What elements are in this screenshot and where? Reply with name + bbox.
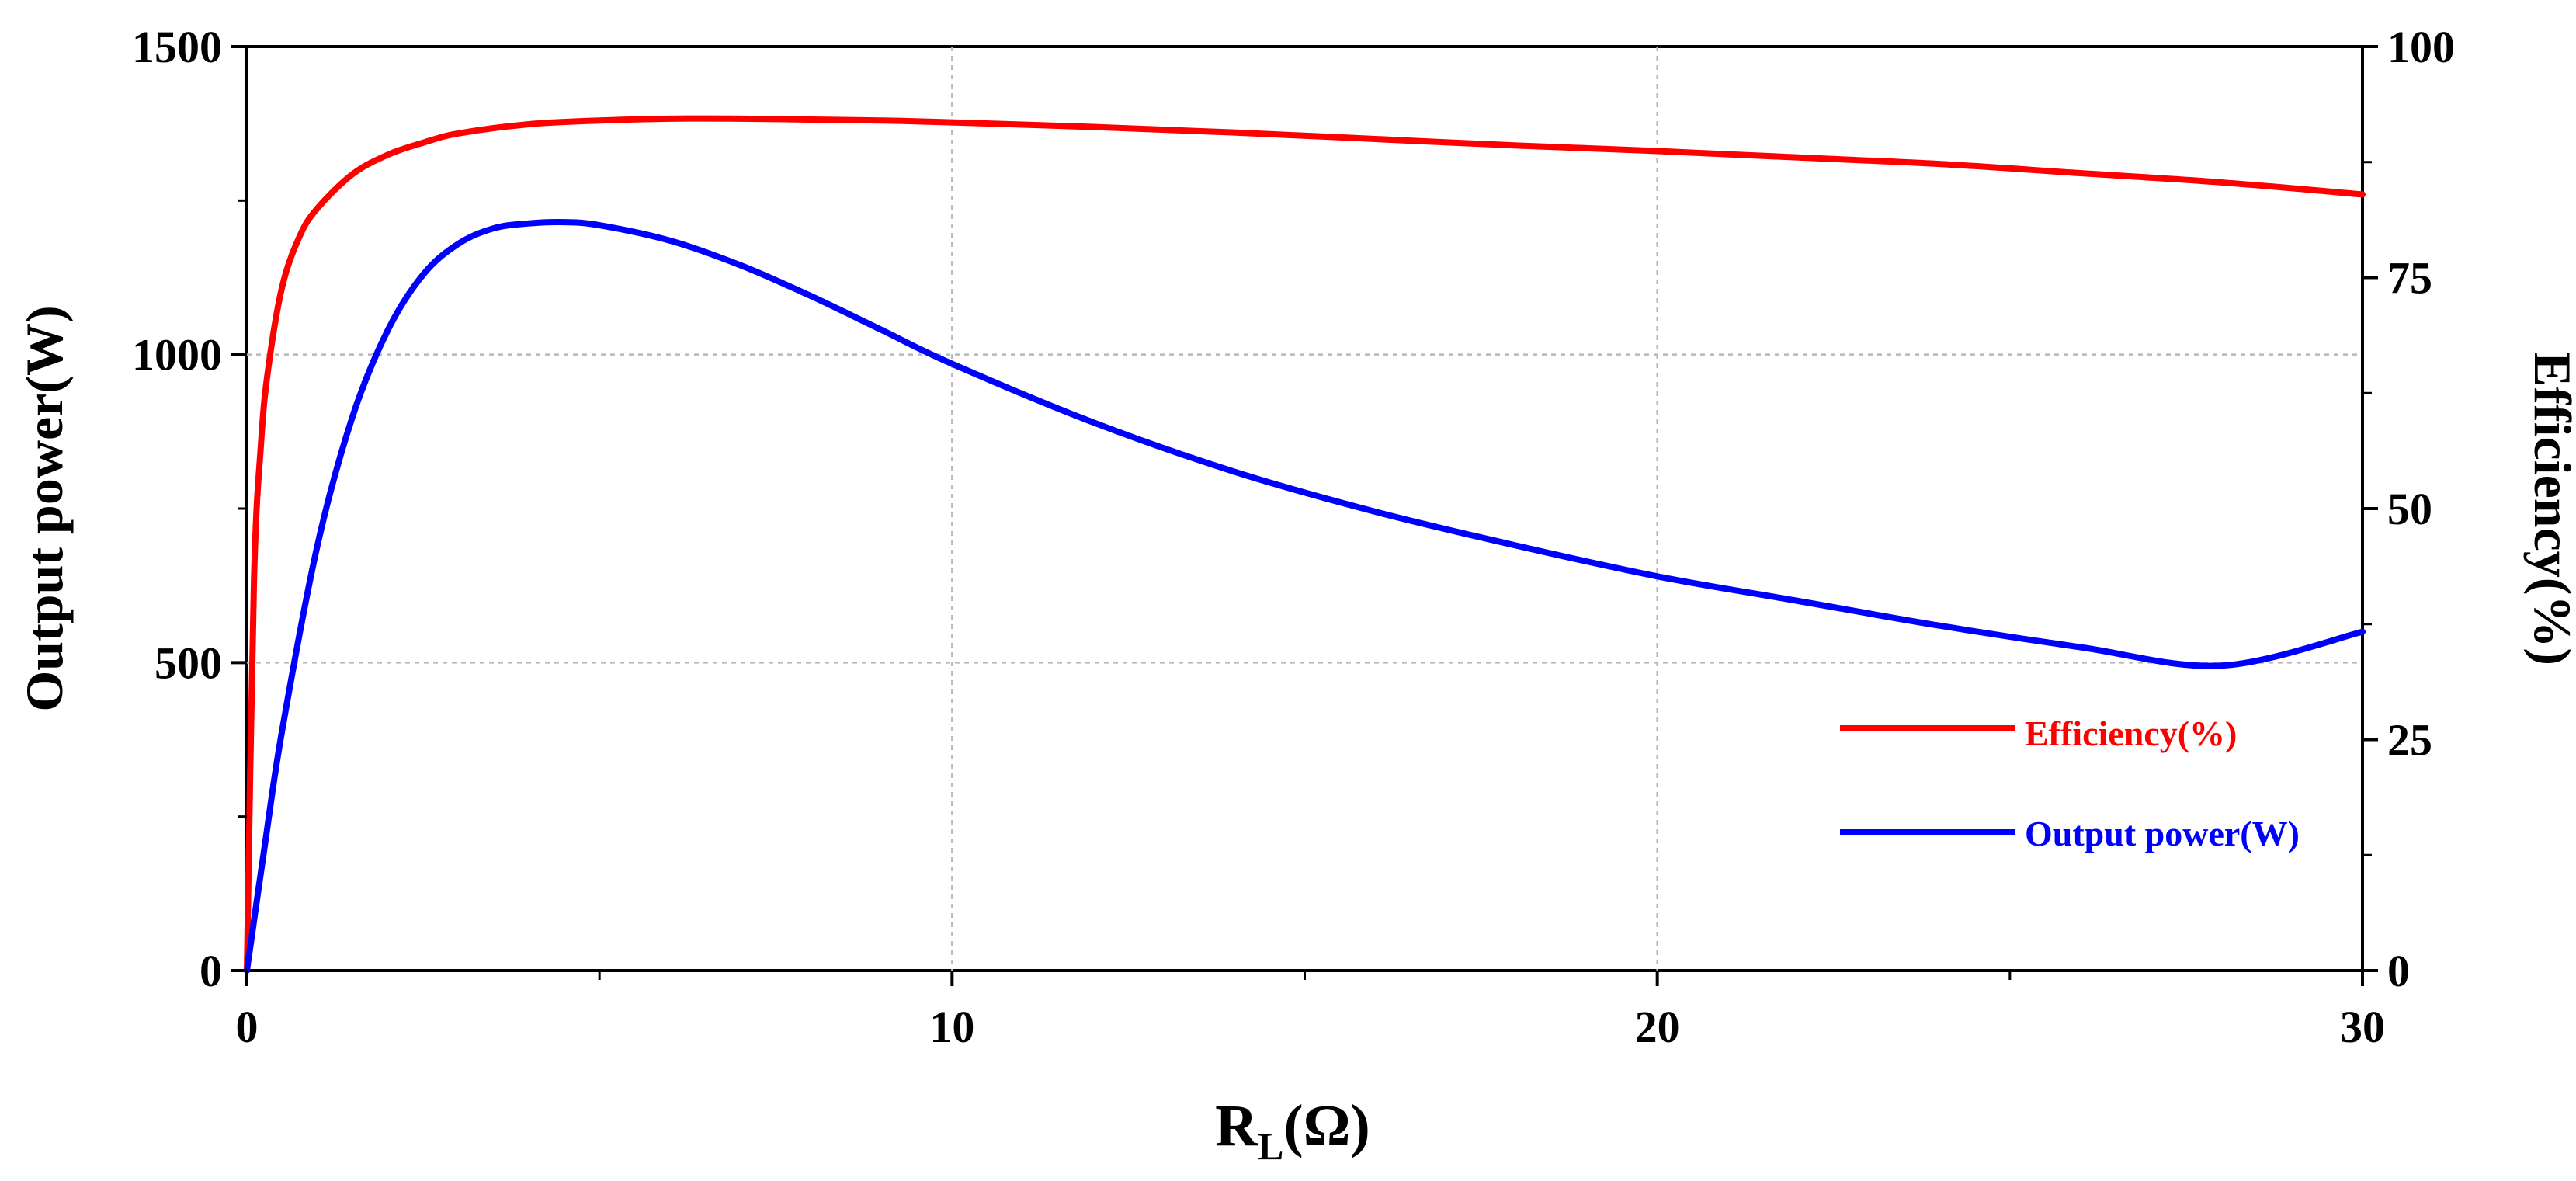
x-tick-label: 0 xyxy=(236,1002,259,1052)
y-left-tick-label: 1500 xyxy=(132,22,222,72)
y-right-tick-label: 75 xyxy=(2387,253,2432,304)
series-layer xyxy=(244,115,2366,974)
x-axis-title-suffix: (Ω) xyxy=(1283,1093,1370,1158)
x-tick-label: 30 xyxy=(2340,1002,2385,1052)
x-axis-title: RL(Ω) xyxy=(1215,1093,1370,1168)
x-axis-title-subscript: L xyxy=(1258,1124,1283,1168)
x-axis-title-main: R xyxy=(1215,1093,1258,1158)
series-line-output-power-w xyxy=(244,218,2366,974)
y-right-tick-label: 50 xyxy=(2387,484,2432,534)
legend: Efficiency(%) Output power(W) xyxy=(1840,714,2300,853)
x-tick-label: 10 xyxy=(929,1002,974,1052)
y-right-tick-label: 25 xyxy=(2387,715,2432,766)
y-right-tick-label: 0 xyxy=(2387,946,2410,996)
legend-label-output-power: Output power(W) xyxy=(2025,814,2300,853)
x-tick-label: 20 xyxy=(1635,1002,1680,1052)
y-left-tick-label: 0 xyxy=(200,946,222,996)
y-left-tick-label: 500 xyxy=(154,637,222,688)
legend-label-efficiency: Efficiency(%) xyxy=(2025,714,2237,753)
series-line-efficiency xyxy=(244,115,2366,974)
y-right-tick-label: 100 xyxy=(2387,22,2455,72)
y-left-tick-label: 1000 xyxy=(132,330,222,380)
y-axis-right-title: Efficiency(%) xyxy=(2523,352,2576,665)
y-axis-left-title: Output power(W) xyxy=(15,305,74,711)
grid-layer xyxy=(247,47,2362,971)
